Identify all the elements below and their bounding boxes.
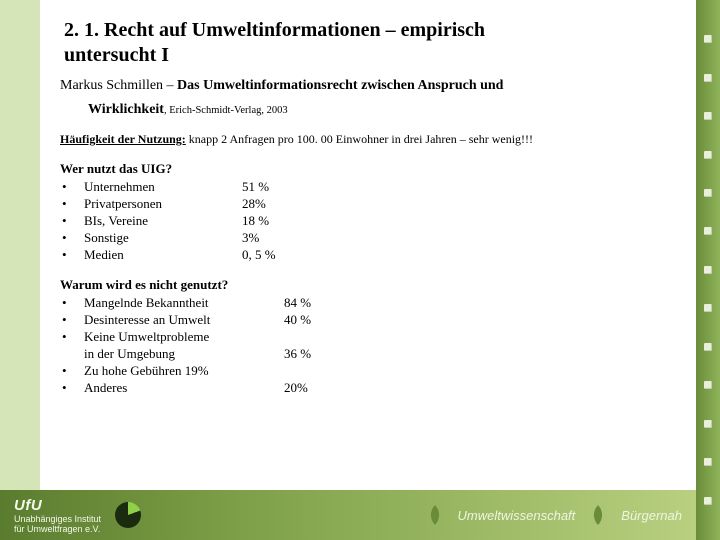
right-filmstrip-band [696, 0, 720, 540]
citation-line-2: Wirklichkeit, Erich-Schmidt-Verlag, 2003 [60, 102, 676, 118]
list-label: BIs, Vereine [84, 213, 242, 229]
publisher-note: , Erich-Schmidt-Verlag, 2003 [164, 105, 288, 116]
bullet-dot: • [60, 230, 84, 246]
list-value: 84 % [284, 295, 334, 311]
sprocket-hole [704, 35, 712, 43]
list-value: 51 % [242, 179, 292, 195]
list-value: 40 % [284, 312, 334, 328]
list-value: 18 % [242, 213, 292, 229]
list-value: 20% [284, 380, 334, 396]
bullet-dot: • [60, 329, 84, 345]
work-title-2: Wirklichkeit [88, 102, 164, 117]
list-label: Sonstige [84, 230, 242, 246]
sprocket-hole [704, 420, 712, 428]
frequency-line: Häufigkeit der Nutzung: knapp 2 Anfragen… [60, 132, 676, 147]
frequency-label: Häufigkeit der Nutzung: [60, 132, 186, 146]
sprocket-hole [704, 381, 712, 389]
ufu-subline-1: Unabhängiges Institut [14, 514, 101, 524]
list-item: •Privatpersonen28% [60, 196, 676, 212]
list-label: Unternehmen [84, 179, 242, 195]
list-label: in der Umgebung [84, 346, 284, 362]
list-item: •Keine Umweltprobleme [60, 329, 676, 345]
list-item: •Medien0, 5 % [60, 247, 676, 263]
list-label: Keine Umweltprobleme [84, 329, 284, 345]
list-item: •Mangelnde Bekanntheit84 % [60, 295, 676, 311]
footer-tag-2: Bürgernah [621, 508, 682, 523]
pie-logo-icon [115, 502, 141, 528]
bullet-dot: • [60, 295, 84, 311]
bullet-dot: • [60, 213, 84, 229]
frequency-text: knapp 2 Anfragen pro 100. 00 Einwohner i… [186, 132, 533, 146]
list-label: Zu hohe Gebühren 19% [84, 363, 284, 379]
sprocket-hole [704, 74, 712, 82]
list-value: 0, 5 % [242, 247, 292, 263]
list-item: •BIs, Vereine18 % [60, 213, 676, 229]
sprocket-hole [704, 458, 712, 466]
footer-taglines: Umweltwissenschaft Bürgernah [428, 508, 696, 523]
list-item: •Sonstige3% [60, 230, 676, 246]
sprocket-hole [704, 189, 712, 197]
list-value: 3% [242, 230, 292, 246]
ufu-subline-2: für Umweltfragen e.V. [14, 524, 101, 534]
footer-bar: UfU Unabhängiges Institut für Umweltfrag… [0, 490, 696, 540]
sprocket-hole [704, 497, 712, 505]
list-label: Desinteresse an Umwelt [84, 312, 284, 328]
list-item: •Zu hohe Gebühren 19% [60, 363, 676, 379]
slide-content: 2. 1. Recht auf Umweltinformationen – em… [40, 0, 696, 490]
list-value [284, 363, 334, 379]
footer-logo-group: UfU Unabhängiges Institut für Umweltfrag… [0, 497, 141, 534]
sprocket-hole [704, 304, 712, 312]
sprocket-hole [704, 227, 712, 235]
list-label: Privatpersonen [84, 196, 242, 212]
author-name: Markus Schmillen – [60, 78, 177, 93]
slide-title: 2. 1. Recht auf Umweltinformationen – em… [60, 18, 676, 68]
list-value: 28% [242, 196, 292, 212]
sprocket-hole [704, 112, 712, 120]
bullet-dot [60, 346, 84, 362]
left-green-band [0, 0, 40, 540]
list-item: •Anderes20% [60, 380, 676, 396]
leaf-icon [588, 505, 608, 525]
list-item: •Desinteresse an Umwelt40 % [60, 312, 676, 328]
bullet-dot: • [60, 196, 84, 212]
bullet-dot: • [60, 179, 84, 195]
list-item: in der Umgebung36 % [60, 346, 676, 362]
title-line-2: untersucht I [64, 44, 169, 66]
ufu-logo-text: UfU Unabhängiges Institut für Umweltfrag… [14, 497, 101, 534]
sprocket-hole [704, 343, 712, 351]
bullet-dot: • [60, 380, 84, 396]
why-not-heading: Warum wird es nicht genutzt? [60, 277, 676, 293]
work-title-1: Das Umweltinformationsrecht zwischen Ans… [177, 78, 503, 93]
list-label: Anderes [84, 380, 284, 396]
footer-tag-1: Umweltwissenschaft [458, 508, 576, 523]
why-not-list: •Mangelnde Bekanntheit84 % •Desinteresse… [60, 295, 676, 396]
list-label: Mangelnde Bekanntheit [84, 295, 284, 311]
sprocket-hole [704, 266, 712, 274]
bullet-dot: • [60, 312, 84, 328]
who-uses-heading: Wer nutzt das UIG? [60, 161, 676, 177]
who-uses-list: •Unternehmen51 % •Privatpersonen28% •BIs… [60, 179, 676, 263]
list-label: Medien [84, 247, 242, 263]
ufu-brand-name: UfU [14, 497, 101, 514]
bullet-dot: • [60, 363, 84, 379]
title-line-1: 2. 1. Recht auf Umweltinformationen – em… [64, 19, 485, 41]
sprocket-hole [704, 151, 712, 159]
list-item: •Unternehmen51 % [60, 179, 676, 195]
list-value: 36 % [284, 346, 334, 362]
citation-line-1: Markus Schmillen – Das Umweltinformation… [60, 78, 676, 94]
bullet-dot: • [60, 247, 84, 263]
leaf-icon [425, 505, 445, 525]
list-value [284, 329, 334, 345]
